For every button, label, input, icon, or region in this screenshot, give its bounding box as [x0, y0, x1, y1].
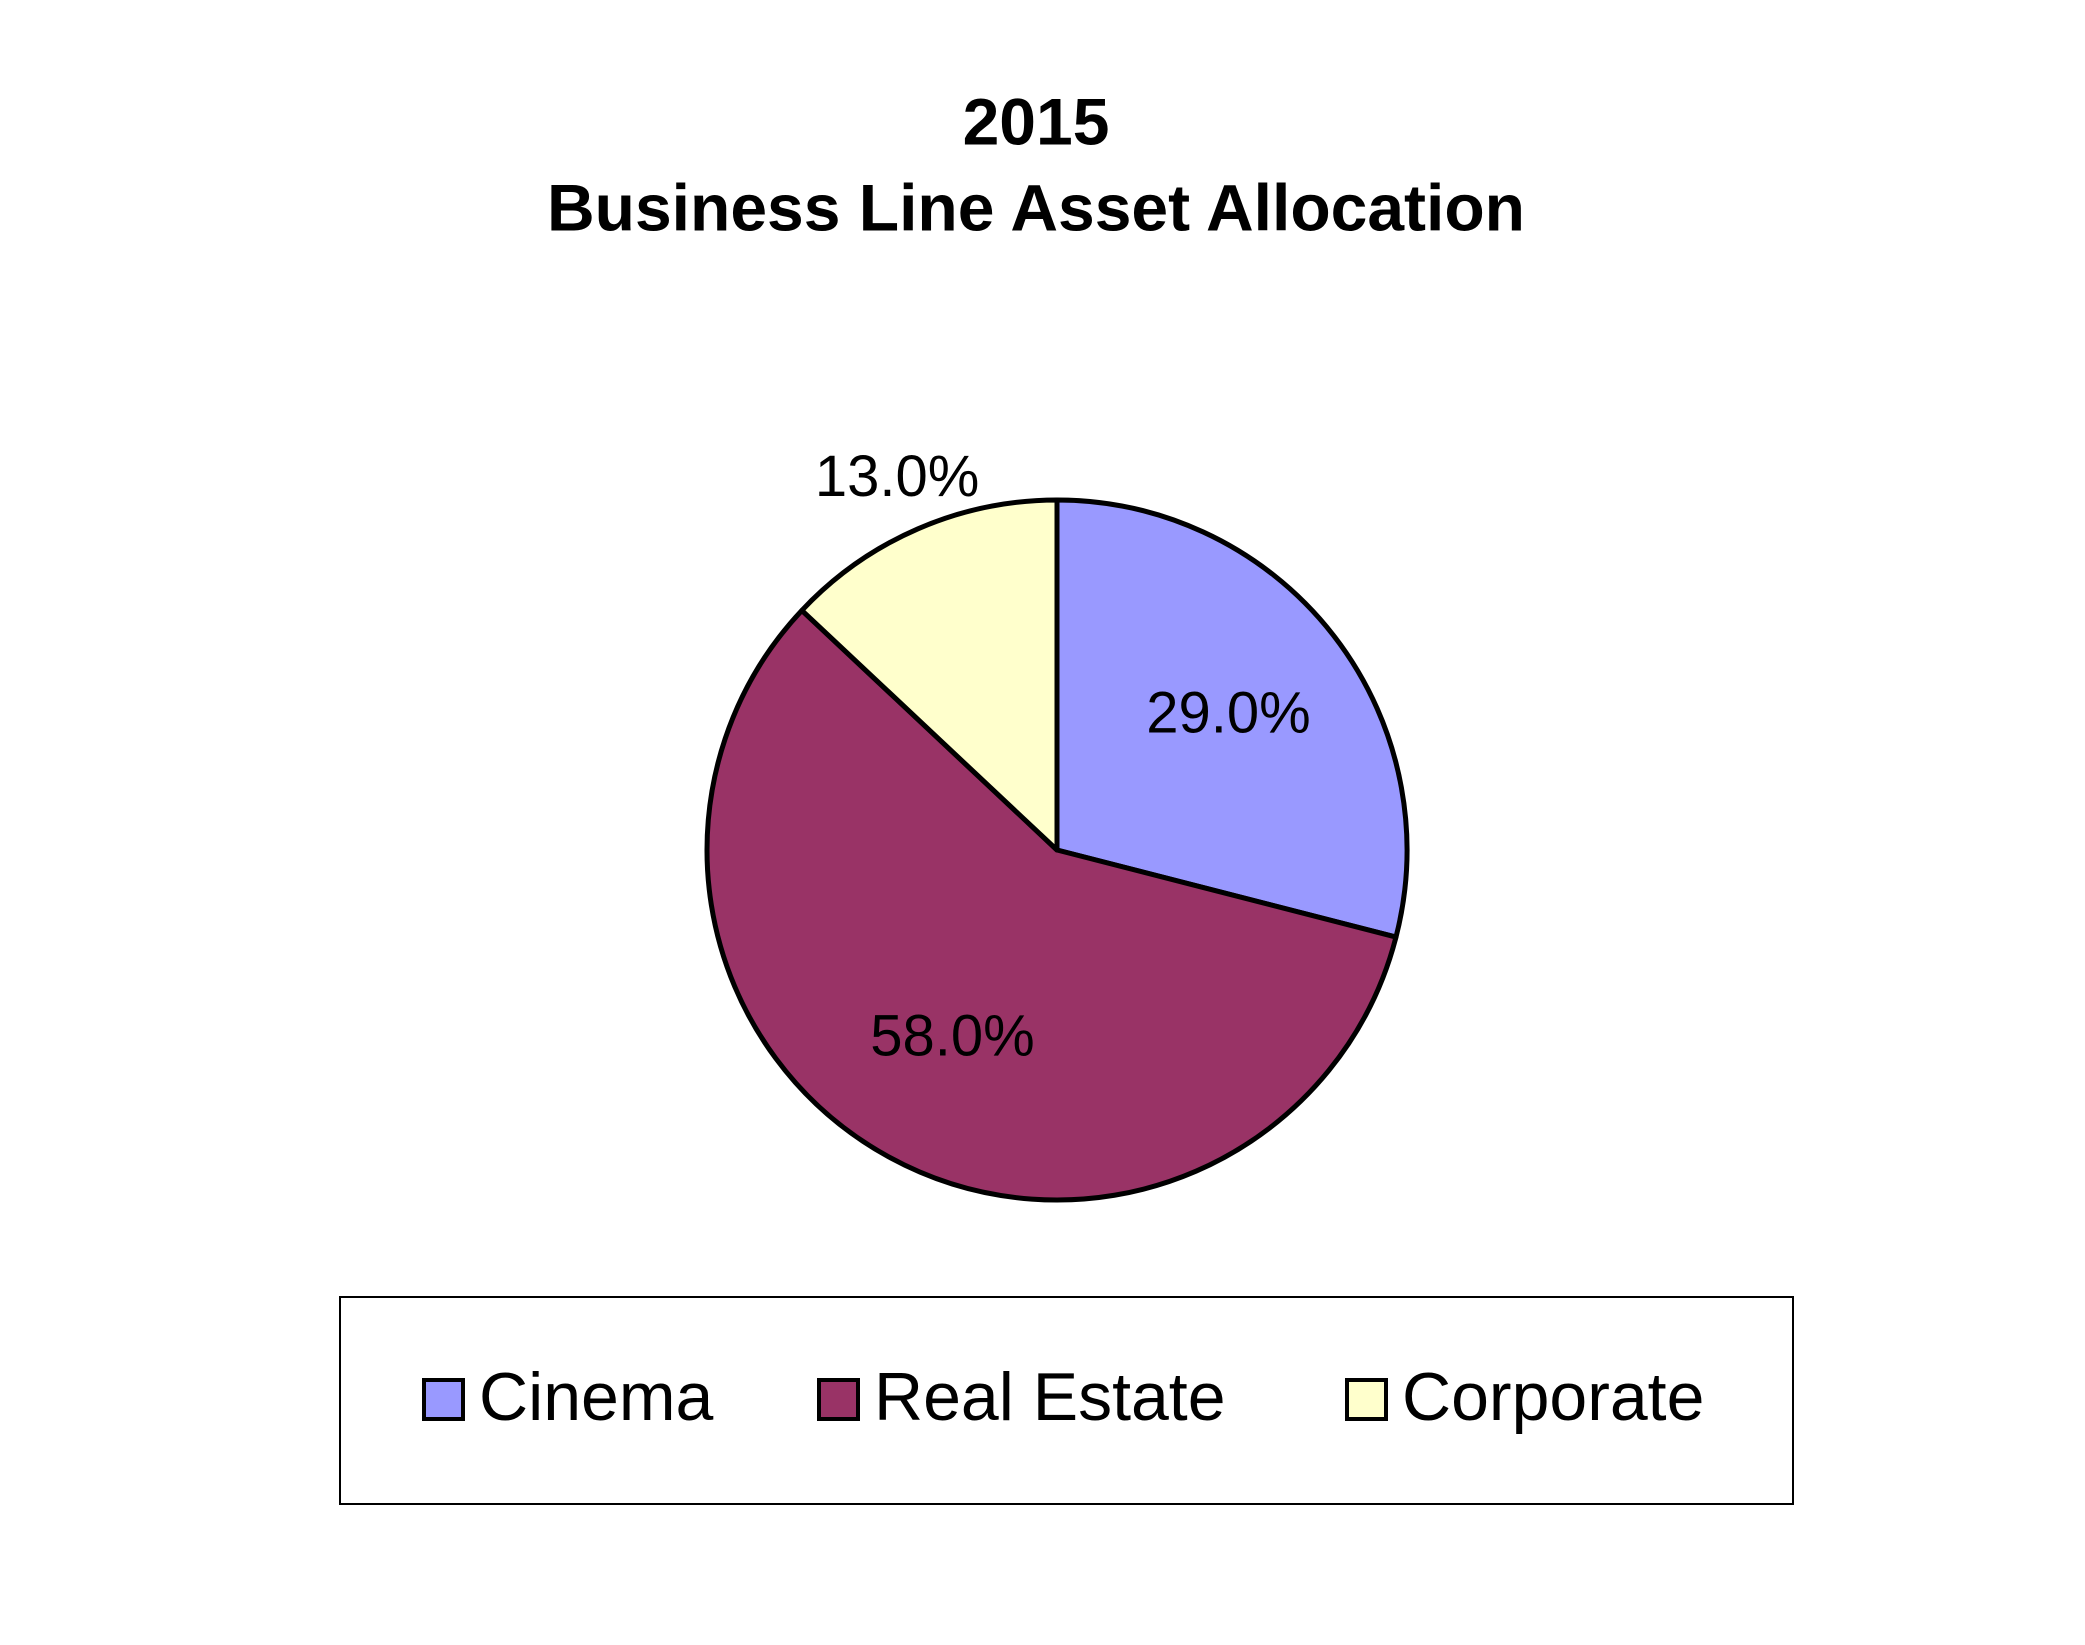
- legend-box: [339, 1296, 1794, 1505]
- value-label: 58.0%: [870, 1003, 1034, 1068]
- pie-slice: [1054, 497, 1410, 940]
- legend-swatch: [1345, 1378, 1388, 1421]
- chart-subtitle: Business Line Asset Allocation: [547, 170, 1525, 244]
- pie-slice: [799, 497, 1060, 853]
- chart-title: 2015: [963, 84, 1110, 158]
- pie-slice: [704, 607, 1399, 1203]
- legend-swatch: [422, 1378, 465, 1421]
- legend-swatch: [817, 1378, 860, 1421]
- legend-label: Cinema: [479, 1359, 713, 1435]
- value-label: 29.0%: [1146, 680, 1310, 745]
- legend-label: Real Estate: [874, 1359, 1226, 1435]
- value-label: 13.0%: [815, 444, 979, 509]
- legend-label: Corporate: [1402, 1359, 1704, 1435]
